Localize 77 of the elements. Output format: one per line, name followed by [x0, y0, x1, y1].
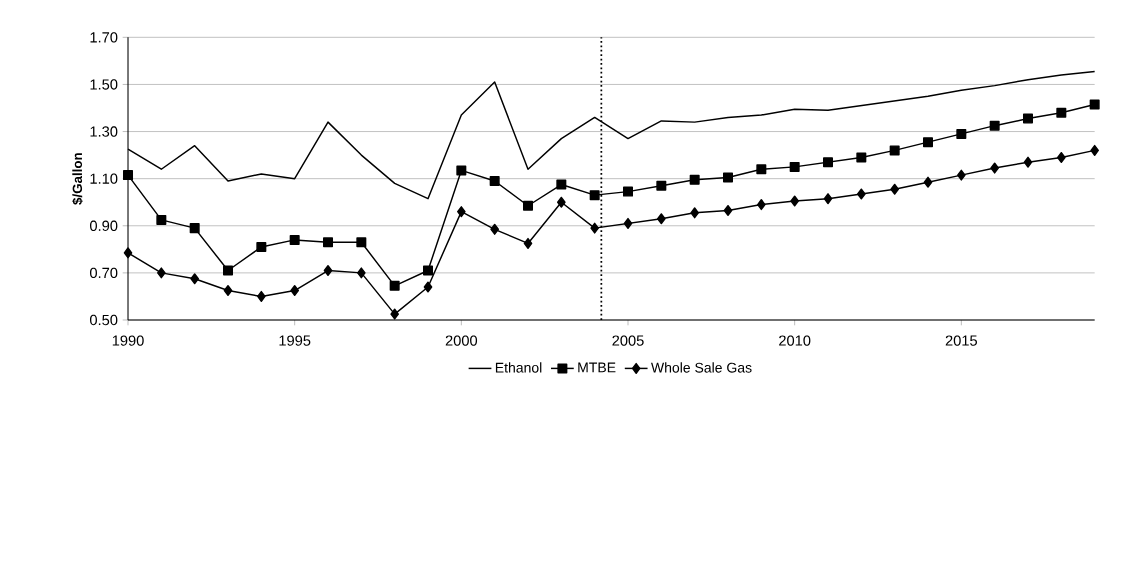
- point: [457, 206, 466, 218]
- point: [623, 186, 634, 197]
- point: [1056, 151, 1066, 163]
- point: [756, 164, 767, 175]
- point: [323, 237, 334, 248]
- point: [423, 281, 433, 293]
- point: [556, 179, 567, 190]
- point: [156, 214, 167, 225]
- point: [656, 213, 666, 225]
- point: [223, 265, 234, 276]
- y-tick-label: 1.10: [90, 173, 118, 184]
- point: [590, 222, 600, 234]
- point: [822, 157, 834, 168]
- point: [189, 223, 200, 234]
- point: [689, 174, 700, 185]
- point: [323, 264, 333, 277]
- y-tick-label: 1.50: [90, 79, 118, 90]
- point: [823, 193, 833, 205]
- x-tick-label: 1995: [279, 335, 311, 346]
- point: [423, 265, 434, 276]
- point: [589, 190, 600, 201]
- point: [989, 120, 1000, 131]
- x-tick-label: 1990: [112, 335, 144, 346]
- point: [356, 237, 367, 248]
- point: [722, 172, 734, 183]
- y-axis-title: $/Gallon: [72, 153, 83, 205]
- point: [557, 196, 566, 208]
- point: [690, 207, 700, 219]
- point: [790, 195, 799, 207]
- x-tick-label: 2000: [445, 335, 478, 346]
- legend-label: MTBE: [578, 362, 616, 373]
- point: [889, 145, 900, 156]
- point: [256, 241, 267, 252]
- x-tick-label: 2015: [945, 335, 978, 346]
- point: [257, 290, 266, 302]
- point: [523, 200, 534, 211]
- point: [1023, 156, 1033, 168]
- point: [390, 308, 400, 320]
- y-tick-label: 1.30: [90, 126, 118, 137]
- point: [456, 165, 467, 176]
- point: [489, 176, 500, 187]
- legend-label: Whole Sale Gas: [651, 362, 752, 373]
- point: [289, 234, 300, 245]
- point: [1090, 144, 1099, 156]
- y-tick-label: 0.70: [89, 267, 118, 279]
- y-tick-label: 0.90: [89, 220, 118, 231]
- point: [857, 188, 866, 200]
- point: [490, 223, 500, 235]
- point: [523, 237, 533, 249]
- point: [990, 162, 999, 174]
- point: [656, 180, 667, 191]
- point: [789, 161, 800, 172]
- point: [723, 204, 733, 216]
- point: [956, 169, 966, 181]
- point: [157, 267, 166, 279]
- point: [623, 217, 633, 229]
- y-tick-label: 0.50: [89, 314, 118, 326]
- legend-label: Ethanol: [495, 362, 542, 373]
- point: [756, 199, 766, 211]
- y-tick-label: 1.70: [90, 32, 118, 43]
- point: [357, 267, 366, 279]
- point: [223, 285, 233, 297]
- x-tick-label: 2005: [612, 335, 644, 346]
- point: [922, 137, 934, 148]
- point: [1089, 99, 1100, 110]
- point: [389, 280, 400, 291]
- x-tick-label: 2010: [779, 335, 811, 346]
- point: [123, 247, 133, 259]
- point: [123, 170, 134, 181]
- point: [923, 176, 933, 188]
- point: [956, 128, 967, 139]
- point: [1022, 113, 1033, 124]
- point: [1056, 107, 1067, 118]
- point: [890, 183, 900, 195]
- point: [190, 273, 200, 285]
- point: [290, 285, 300, 297]
- point: [856, 152, 867, 163]
